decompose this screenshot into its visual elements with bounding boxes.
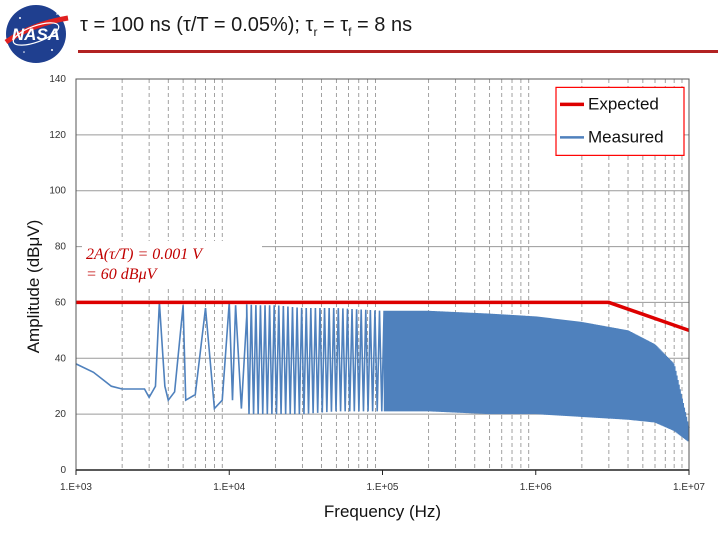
slide-title: τ = 100 ns (τ/T = 0.05%); τr = τf = 8 ns	[80, 14, 412, 39]
annotation: 2A(τ/T) = 0.001 V = 60 dBμV	[82, 240, 262, 287]
legend: Expected Measured	[555, 86, 685, 156]
legend-label: Expected	[588, 94, 659, 113]
x-axis-label: Frequency (Hz)	[324, 502, 441, 521]
title-rule	[78, 50, 718, 53]
annotation-line: = 60 dBμV	[86, 266, 159, 283]
nasa-logo: NASA	[4, 5, 69, 63]
y-tick-label: 20	[55, 409, 67, 420]
series-expected	[76, 300, 690, 333]
x-tick-label: 1.E+03	[60, 482, 92, 493]
x-tick-label: 1.E+07	[673, 482, 705, 493]
svg-text:NASA: NASA	[12, 25, 60, 44]
series-measured	[75, 302, 690, 442]
tick-labels: 0 20 40 60 80 100 120 140 1.E+03 1.E+04 1.E+05 1.E+…	[49, 74, 705, 493]
title-sub-r: r	[313, 25, 318, 39]
legend-box	[555, 86, 685, 156]
x-tick-label: 1.E+05	[367, 482, 399, 493]
legend-label: Measured	[588, 127, 664, 146]
title-mid: = τ	[317, 14, 349, 36]
y-tick-label: 120	[49, 130, 66, 141]
title-sub-f: f	[348, 25, 352, 39]
x-tick-label: 1.E+06	[520, 482, 552, 493]
x-tick-label: 1.E+04	[213, 482, 245, 493]
expected-line	[76, 300, 690, 333]
title-main: τ = 100 ns (τ/T = 0.05%); τ	[80, 14, 314, 36]
spectrum-chart: 0 20 40 60 80 100 120 140 1.E+03 1.E+04 1.E+05 1.E+…	[24, 74, 705, 521]
y-tick-label: 100	[49, 186, 66, 197]
y-tick-label: 0	[60, 465, 66, 476]
y-tick-label: 60	[55, 297, 67, 308]
y-tick-label: 80	[55, 242, 67, 253]
annotation-line: 2A(τ/T) = 0.001 V	[86, 246, 204, 263]
title-end: = 8 ns	[351, 14, 413, 36]
annotation-box	[82, 240, 262, 287]
y-tick-label: 140	[49, 74, 66, 85]
y-tick-label: 40	[55, 353, 67, 364]
y-axis-label: Amplitude (dBμV)	[24, 220, 43, 354]
measured-line	[75, 302, 690, 442]
